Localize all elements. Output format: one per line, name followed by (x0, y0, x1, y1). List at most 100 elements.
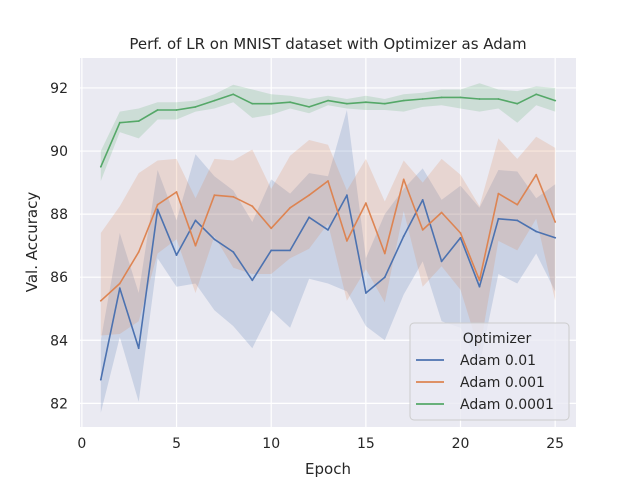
point-adam-0-0001 (459, 96, 462, 99)
point-adam-0-0001 (175, 109, 178, 111)
point-adam-0-001 (459, 232, 462, 234)
point-adam-0-0001 (365, 101, 367, 104)
y-tick-label: 88 (50, 207, 68, 223)
legend-entries: Adam 0.01 Adam 0.001 Adam 0.0001 (416, 353, 554, 413)
point-adam-0-01 (327, 229, 329, 231)
point-adam-0-0001 (497, 98, 500, 100)
confidence-bands (100, 83, 556, 413)
y-tick-label: 82 (50, 396, 68, 412)
chart-title: Perf. of LR on MNIST dataset with Optimi… (129, 35, 526, 53)
tick-labels: 0 5 10 15 20 25 82 84 86 88 90 92 (50, 81, 564, 452)
x-axis-label: Epoch (305, 460, 351, 478)
series-lines (99, 93, 557, 381)
point-adam-0-001 (478, 279, 481, 282)
point-adam-0-01 (251, 279, 254, 282)
point-adam-0-0001 (440, 96, 443, 99)
point-adam-0-001 (251, 205, 254, 208)
point-adam-0-001 (421, 229, 424, 231)
point-adam-0-001 (99, 299, 102, 302)
point-adam-0-01 (421, 199, 424, 201)
point-adam-0-001 (365, 202, 367, 205)
point-adam-0-01 (175, 254, 178, 256)
point-adam-0-0001 (99, 165, 102, 168)
point-adam-0-0001 (270, 102, 273, 105)
point-adam-0-001 (308, 194, 310, 197)
point-adam-0-001 (194, 244, 197, 247)
point-adam-0-0001 (308, 106, 310, 108)
x-tick-label: 5 (172, 436, 181, 452)
point-adam-0-0001 (346, 102, 348, 105)
point-adam-0-0001 (118, 121, 121, 124)
point-adam-0-01 (308, 216, 310, 219)
x-tick-label: 10 (262, 436, 280, 452)
point-adam-0-01 (478, 285, 481, 288)
y-tick-label: 86 (50, 270, 68, 286)
point-adam-0-01 (118, 287, 121, 290)
point-adam-0-0001 (383, 102, 386, 105)
point-adam-0-01 (270, 249, 273, 252)
point-adam-0-0001 (213, 99, 216, 102)
legend-title: Optimizer (463, 331, 532, 347)
y-tick-label: 84 (50, 333, 68, 349)
point-adam-0-001 (327, 180, 329, 182)
point-adam-0-01 (497, 217, 500, 220)
point-adam-0-0001 (137, 120, 140, 122)
x-tick-label: 15 (357, 436, 375, 452)
point-adam-0-01 (516, 219, 519, 222)
y-tick-label: 92 (50, 81, 68, 97)
point-adam-0-001 (175, 191, 178, 193)
point-adam-0-001 (554, 221, 557, 223)
point-adam-0-01 (346, 194, 348, 197)
point-adam-0-01 (535, 230, 538, 233)
band-adam-0-01 (100, 110, 556, 413)
point-adam-0-01 (365, 292, 367, 294)
point-adam-0-0001 (554, 99, 557, 102)
point-adam-0-001 (137, 251, 140, 253)
point-adam-0-001 (535, 173, 538, 176)
y-axis-label: Val. Accuracy (23, 192, 41, 293)
point-adam-0-0001 (516, 102, 519, 105)
point-adam-0-01 (156, 208, 159, 211)
point-adam-0-01 (383, 276, 386, 279)
point-adam-0-0001 (232, 93, 235, 96)
legend-label-adam-0-0001: Adam 0.0001 (460, 397, 554, 413)
point-adam-0-0001 (289, 101, 291, 104)
point-adam-0-01 (554, 236, 557, 239)
point-adam-0-001 (289, 206, 291, 209)
point-adam-0-001 (383, 252, 386, 255)
point-adam-0-001 (118, 282, 121, 285)
point-adam-0-001 (440, 211, 443, 214)
point-adam-0-001 (156, 203, 159, 206)
point-adam-0-0001 (421, 98, 424, 100)
point-adam-0-01 (459, 236, 462, 239)
legend-label-adam-0-001: Adam 0.001 (460, 375, 545, 391)
point-adam-0-0001 (402, 99, 405, 102)
y-tick-label: 90 (50, 144, 68, 160)
point-adam-0-001 (402, 178, 405, 181)
point-adam-0-0001 (156, 109, 159, 111)
point-adam-0-01 (213, 238, 216, 241)
point-adam-0-0001 (194, 106, 197, 108)
legend: Optimizer Adam 0.01 Adam 0.001 Adam 0.0001 (409, 322, 570, 421)
point-adam-0-01 (99, 378, 102, 381)
legend-box (409, 322, 570, 421)
point-adam-0-01 (402, 235, 405, 238)
point-adam-0-001 (346, 240, 348, 242)
x-tick-label: 0 (77, 436, 86, 452)
x-tick-label: 25 (546, 436, 564, 452)
legend-label-adam-0-01: Adam 0.01 (460, 353, 536, 369)
point-adam-0-0001 (478, 98, 481, 100)
point-adam-0-001 (213, 194, 216, 197)
point-adam-0-0001 (251, 102, 254, 105)
point-adam-0-001 (516, 203, 519, 206)
point-adam-0-01 (440, 260, 443, 263)
point-adam-0-001 (232, 195, 235, 198)
band-adam-0-0001 (100, 83, 556, 181)
point-adam-0-001 (497, 192, 500, 195)
point-adam-0-0001 (327, 99, 329, 102)
band-adam-0-001 (100, 136, 556, 352)
point-adam-0-01 (289, 249, 291, 252)
point-adam-0-001 (270, 227, 273, 230)
